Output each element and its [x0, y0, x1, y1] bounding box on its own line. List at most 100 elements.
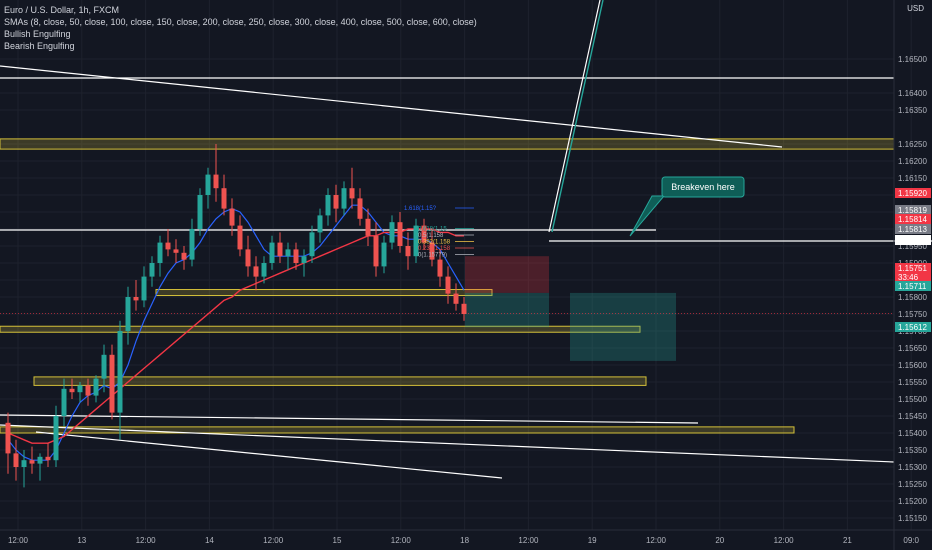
y-tick-label: 1.15800: [898, 293, 927, 302]
trade-position-boxes[interactable]: [0, 256, 894, 361]
candle-body: [269, 242, 275, 263]
y-tick-label: 1.15500: [898, 395, 927, 404]
price-tag-box: [895, 188, 931, 198]
price-tag-box: [895, 263, 931, 273]
candle-body: [13, 453, 19, 467]
sma-fast-line: [7, 204, 465, 461]
candle-body: [445, 276, 451, 294]
candle-body: [293, 249, 299, 263]
candle-body: [325, 195, 331, 216]
trendline[interactable]: [548, 0, 601, 233]
take-profit-box[interactable]: [465, 292, 549, 328]
candle-body: [389, 222, 395, 243]
y-tick-label: 1.16200: [898, 157, 927, 166]
candle-body: [133, 297, 139, 301]
y-tick-label: 1.15550: [898, 378, 927, 387]
candle-body: [237, 225, 243, 250]
y-tick-label: 1.15450: [898, 412, 927, 421]
price-tag-label: 33:46: [898, 273, 919, 282]
candle-body: [461, 303, 467, 314]
zone-rectangle[interactable]: [33, 376, 647, 386]
y-tick-label: 1.15350: [898, 446, 927, 455]
fib-level-label: 0.5(1.158: [418, 233, 444, 239]
x-tick-label: 19: [588, 536, 597, 545]
x-tick-label: 20: [715, 536, 724, 545]
x-tick-label: 12:00: [391, 536, 412, 545]
y-tick-label: 1.15750: [898, 310, 927, 319]
fib-retracement[interactable]: 1.618(1.15? 0.618(1.150.5(1.1580.382(1.15…: [404, 206, 474, 259]
price-tag-box: [895, 322, 931, 332]
x-tick-label: 12:00: [8, 536, 29, 545]
candle-body: [245, 249, 251, 267]
projected-target-box[interactable]: [570, 292, 676, 361]
candle-body: [261, 263, 267, 277]
moving-averages: [7, 204, 465, 461]
price-tag-box: [895, 214, 931, 224]
trendline[interactable]: [0, 424, 895, 463]
stop-loss-box[interactable]: [465, 256, 549, 293]
candle-body: [93, 378, 99, 396]
zone-rectangle[interactable]: [0, 325, 641, 333]
candle-body: [277, 242, 283, 257]
y-tick-label: 1.16150: [898, 174, 927, 183]
price-tag-label: 1.15819: [898, 206, 927, 215]
trendlines[interactable]: [0, 0, 932, 479]
x-tick-label: 13: [77, 536, 86, 545]
sma-slow-line: [7, 228, 464, 444]
trendline[interactable]: [0, 65, 783, 148]
symbol-title[interactable]: Euro / U.S. Dollar, 1h, FXCM: [4, 5, 120, 15]
price-tag-box: [895, 235, 931, 245]
fib-level-label: 0(1.15779): [418, 253, 447, 259]
support-resistance-zones[interactable]: [0, 138, 895, 434]
candle-body: [29, 460, 35, 464]
candle-body: [357, 198, 363, 219]
y-tick-label: 1.15950: [898, 242, 927, 251]
candle-body: [429, 242, 435, 260]
zone-rectangle[interactable]: [0, 138, 895, 150]
candle-body: [45, 456, 51, 461]
callout-box: [661, 176, 745, 198]
candle-body: [421, 225, 427, 243]
candle-body: [69, 388, 75, 393]
price-tag-label: 1.15920: [898, 189, 927, 198]
trendline[interactable]: [0, 414, 699, 424]
fib-level-label: 0.382(1.158: [418, 240, 451, 246]
price-tag-label: 1.15711: [898, 282, 927, 291]
candle-body: [181, 252, 187, 260]
candle-body: [101, 354, 107, 379]
candle-body: [117, 331, 123, 413]
y-tick-label: 1.15400: [898, 429, 927, 438]
breakeven-callout[interactable]: Breakeven here: [629, 176, 745, 237]
price-tag-label: 1.15814: [898, 215, 927, 224]
candle-body: [229, 208, 235, 226]
candle-body: [333, 195, 339, 209]
candle-body: [5, 422, 11, 454]
trendline[interactable]: [35, 431, 503, 479]
price-tag-box: [895, 205, 931, 215]
candle-body: [405, 246, 411, 257]
bullish-engulfing-label[interactable]: Bullish Engulfing: [4, 29, 71, 39]
zone-rectangle[interactable]: [0, 426, 795, 434]
projection-line[interactable]: [551, 0, 604, 233]
y-tick-label: 1.15600: [898, 361, 927, 370]
candle-body: [221, 188, 227, 209]
x-tick-label: 12:00: [646, 536, 667, 545]
callout-pointer: [629, 195, 666, 237]
candle-body: [317, 215, 323, 233]
zone-rectangle[interactable]: [155, 289, 493, 297]
x-tick-label: 18: [460, 536, 469, 545]
grid: [0, 0, 912, 530]
candle-body: [301, 256, 307, 263]
candle-body: [149, 263, 155, 277]
bearish-engulfing-label[interactable]: Bearish Engulfing: [4, 41, 75, 51]
price-tag-box: [895, 272, 931, 282]
x-tick-label: 09:0: [903, 536, 919, 545]
sma-indicator-label[interactable]: SMAs (8, close, 50, close, 100, close, 1…: [4, 17, 477, 27]
x-tick-label: 15: [333, 536, 342, 545]
time-axis[interactable]: 12:00 13 12:00 14 12:00 15 12:00 18 12:00 19 12:00…: [0, 529, 932, 545]
candle-body: [109, 354, 115, 413]
currency-label: USD: [907, 4, 924, 13]
fib-level-label: 0.236(1.158: [418, 246, 451, 252]
candle-body: [165, 242, 171, 250]
